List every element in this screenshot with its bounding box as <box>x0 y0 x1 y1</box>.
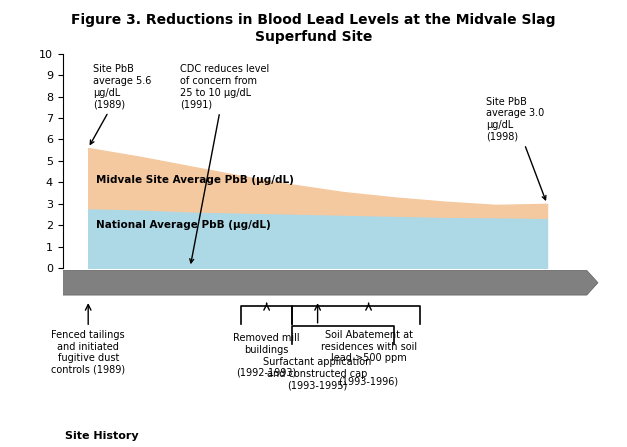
Text: Soil Abatement at
residences with soil
lead >500 ppm

(1993-1996): Soil Abatement at residences with soil l… <box>320 330 417 387</box>
Text: National Average PbB (μg/dL): National Average PbB (μg/dL) <box>96 220 271 230</box>
Text: Figure 3. Reductions in Blood Lead Levels at the Midvale Slag
Superfund Site: Figure 3. Reductions in Blood Lead Level… <box>71 13 556 44</box>
Text: Site History: Site History <box>65 431 139 441</box>
Text: Removed mill
buildings

(1992-1993): Removed mill buildings (1992-1993) <box>233 333 300 378</box>
Text: 1997: 1997 <box>482 278 510 288</box>
Text: Midvale Site Average PbB (μg/dL): Midvale Site Average PbB (μg/dL) <box>96 175 293 185</box>
Text: 1990: 1990 <box>125 278 154 288</box>
FancyArrow shape <box>63 270 598 295</box>
Text: 1991: 1991 <box>176 278 204 288</box>
Text: Site PbB
average 5.6
μg/dL
(1989): Site PbB average 5.6 μg/dL (1989) <box>90 64 152 144</box>
Text: Surfactant application
and constructed cap
(1993-1995): Surfactant application and constructed c… <box>263 357 372 390</box>
Text: CDC reduces level
of concern from
25 to 10 μg/dL
(1991): CDC reduces level of concern from 25 to … <box>180 64 269 263</box>
Text: Fenced tailings
and initiated
fugitive dust
controls (1989): Fenced tailings and initiated fugitive d… <box>51 330 125 375</box>
Text: 1998: 1998 <box>533 278 561 288</box>
Text: 1989: 1989 <box>74 278 103 288</box>
Text: 1992: 1992 <box>227 278 256 288</box>
Text: 1996: 1996 <box>431 278 460 288</box>
Text: 1993: 1993 <box>278 278 307 288</box>
Text: Site PbB
average 3.0
μg/dL
(1998): Site PbB average 3.0 μg/dL (1998) <box>486 97 546 200</box>
Text: 1995: 1995 <box>380 278 408 288</box>
Text: 1994: 1994 <box>329 278 357 288</box>
